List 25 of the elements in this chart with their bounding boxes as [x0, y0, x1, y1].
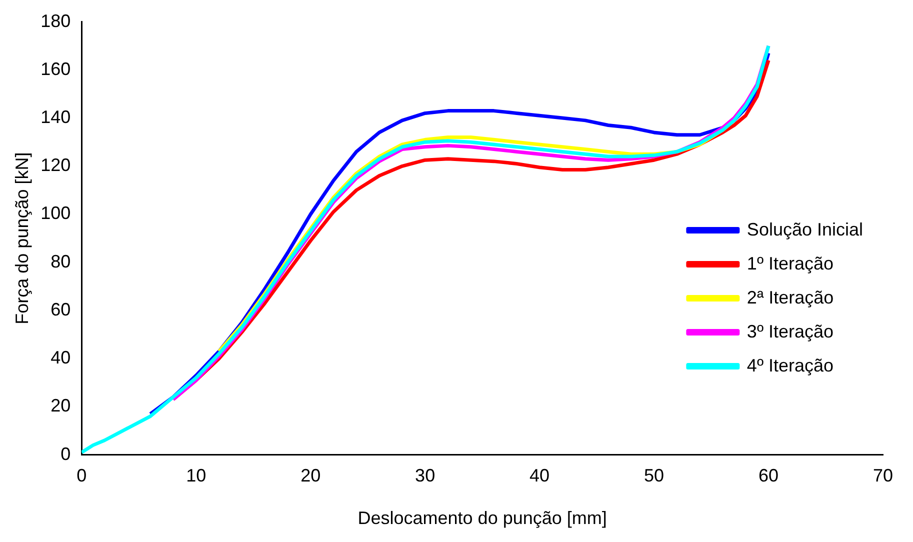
legend-label: 1º Iteração	[746, 253, 834, 274]
y-tick-label: 40	[50, 348, 71, 368]
legend-label: 3º Iteração	[746, 321, 834, 342]
legend-label: Solução Inicial	[746, 219, 864, 240]
y-tick-label: 160	[40, 58, 71, 79]
y-tick-label: 60	[50, 299, 71, 320]
y-tick-label: 120	[40, 155, 71, 176]
x-tick-label: 10	[186, 466, 206, 486]
x-axis-title: Deslocamento do punção [mm]	[358, 508, 607, 528]
y-tick-label: 20	[50, 396, 71, 416]
legend-label: 4º Iteração	[746, 355, 834, 376]
x-tick-label: 60	[758, 466, 779, 486]
y-tick-label: 100	[40, 203, 71, 224]
x-tick-label: 40	[530, 466, 550, 486]
x-tick-label: 0	[76, 466, 87, 486]
x-tick-label: 70	[872, 466, 894, 486]
x-tick-label: 30	[415, 466, 436, 486]
y-axis-title: Força do punção [kN]	[12, 152, 32, 324]
x-tick-label: 20	[300, 466, 321, 486]
x-tick-label: 50	[644, 466, 664, 486]
y-tick-label: 140	[40, 106, 71, 127]
legend-label: 2ª Iteração	[746, 287, 834, 308]
y-tick-label: 80	[50, 251, 71, 272]
y-tick-label: 180	[40, 10, 71, 31]
y-tick-label: 0	[60, 444, 71, 464]
